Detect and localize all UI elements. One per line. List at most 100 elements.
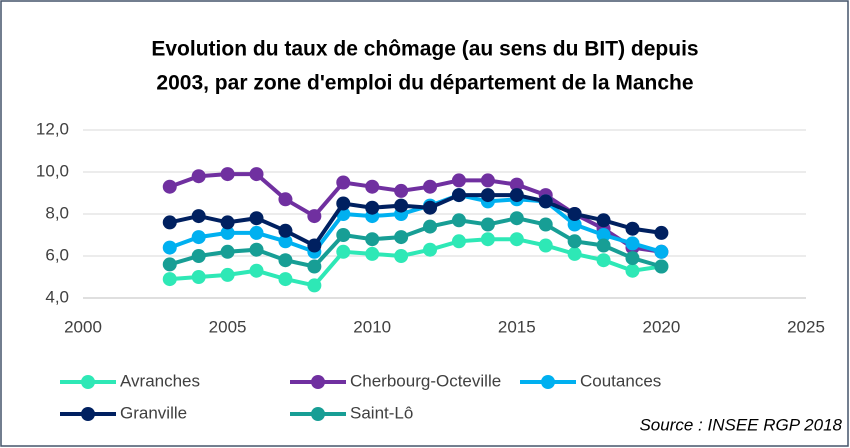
- data-point: [654, 244, 669, 259]
- data-point: [451, 173, 466, 188]
- data-point: [191, 270, 206, 284]
- data-point: [567, 234, 582, 249]
- data-point: [307, 209, 322, 224]
- data-point: [509, 188, 524, 203]
- data-point: [538, 194, 553, 209]
- data-point: [278, 192, 293, 207]
- data-point: [509, 177, 524, 192]
- data-point: [625, 221, 640, 236]
- legend-label: Granville: [120, 403, 187, 422]
- y-tick-label: 8,0: [45, 203, 69, 222]
- data-point: [365, 179, 380, 194]
- data-point: [423, 179, 438, 194]
- data-point: [162, 272, 177, 287]
- data-point: [220, 215, 235, 230]
- y-tick-label: 10,0: [36, 161, 69, 180]
- source-note: Source : INSEE RGP 2018: [639, 415, 842, 434]
- x-tick-label: 2000: [64, 317, 102, 336]
- data-point: [365, 200, 380, 215]
- data-point: [394, 183, 409, 198]
- data-point: [567, 246, 582, 261]
- x-tick-label: 2005: [209, 317, 247, 336]
- data-point: [596, 228, 611, 242]
- data-point: [654, 225, 669, 240]
- legend-label: Saint-Lô: [350, 403, 413, 422]
- data-point: [451, 188, 466, 203]
- data-point: [191, 209, 206, 224]
- data-point: [480, 188, 495, 203]
- data-point: [336, 196, 351, 211]
- data-point: [423, 219, 438, 234]
- legend-marker: [81, 375, 95, 389]
- data-point: [365, 246, 380, 261]
- x-tick-label: 2025: [787, 317, 825, 336]
- data-point: [480, 232, 495, 247]
- y-tick-label: 12,0: [36, 119, 69, 138]
- data-point: [336, 175, 351, 190]
- data-point: [394, 249, 409, 263]
- data-point: [249, 263, 264, 278]
- data-point: [509, 211, 524, 226]
- x-tick-label: 2010: [353, 317, 391, 336]
- data-point: [654, 259, 669, 274]
- y-tick-label: 4,0: [45, 287, 69, 306]
- data-point: [451, 234, 466, 249]
- data-point: [336, 244, 351, 259]
- y-tick-label: 6,0: [45, 245, 69, 264]
- data-point: [249, 242, 264, 257]
- data-point: [509, 232, 524, 247]
- data-point: [249, 225, 264, 240]
- data-point: [220, 225, 235, 240]
- data-point: [162, 257, 177, 272]
- data-point: [278, 223, 293, 238]
- data-point: [278, 234, 293, 249]
- legend-label: Coutances: [580, 371, 661, 390]
- data-point: [538, 238, 553, 253]
- data-point: [220, 167, 235, 182]
- data-point: [162, 179, 177, 194]
- data-point: [249, 211, 264, 226]
- legend-marker: [541, 375, 555, 389]
- data-point: [394, 198, 409, 213]
- data-point: [191, 249, 206, 263]
- legend-label: Avranches: [120, 371, 200, 390]
- data-point: [278, 272, 293, 287]
- data-point: [567, 217, 582, 232]
- data-point: [191, 169, 206, 184]
- data-point: [191, 230, 206, 245]
- data-point: [307, 259, 322, 274]
- data-point: [249, 167, 264, 182]
- data-point: [278, 253, 293, 268]
- chart-title: Evolution du taux de chômage (au sens du…: [151, 38, 698, 61]
- data-point: [162, 240, 177, 255]
- data-point: [625, 263, 640, 278]
- data-point: [162, 215, 177, 230]
- data-point: [538, 217, 553, 232]
- data-point: [625, 236, 640, 251]
- data-point: [365, 232, 380, 247]
- data-point: [307, 238, 322, 253]
- data-point: [423, 242, 438, 257]
- data-point: [480, 217, 495, 232]
- legend-marker: [311, 375, 325, 389]
- legend-marker: [81, 407, 95, 421]
- data-point: [220, 267, 235, 282]
- data-point: [423, 200, 438, 215]
- data-point: [596, 253, 611, 268]
- data-point: [480, 173, 495, 188]
- x-tick-label: 2015: [498, 317, 536, 336]
- data-point: [220, 244, 235, 259]
- data-point: [596, 238, 611, 253]
- data-point: [625, 251, 640, 266]
- x-tick-label: 2020: [642, 317, 680, 336]
- legend-label: Cherbourg-Octeville: [350, 371, 501, 390]
- data-point: [567, 207, 582, 221]
- data-point: [336, 228, 351, 242]
- legend-marker: [311, 407, 325, 421]
- data-point: [394, 230, 409, 245]
- data-point: [307, 278, 322, 293]
- data-point: [596, 213, 611, 228]
- chart-title: 2003, par zone d'emploi du département d…: [156, 72, 693, 95]
- data-point: [451, 213, 466, 228]
